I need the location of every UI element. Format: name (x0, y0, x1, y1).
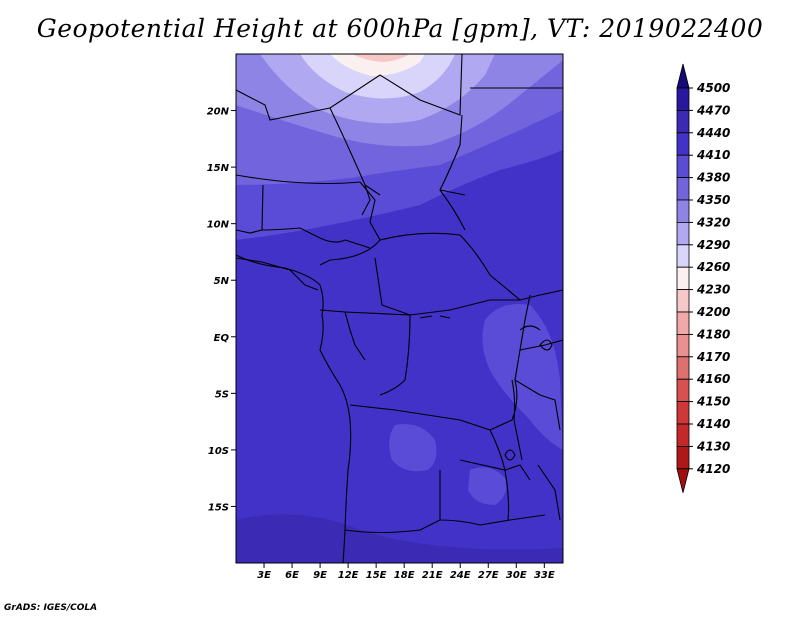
field-4380-angola (389, 424, 437, 472)
lat-tick-label: 15N (207, 163, 230, 174)
lat-tick-label: EQ (214, 333, 230, 344)
lon-tick-label: 6E (285, 570, 299, 581)
map-title: Geopotential Height at 600hPa [gpm], VT:… (36, 14, 764, 43)
field-4200 (352, 54, 410, 62)
colorbar-label: 4230 (696, 283, 730, 297)
field-4230 (330, 54, 425, 76)
field-4440-south (236, 514, 563, 563)
lon-tick-label: 21E (422, 570, 443, 581)
colorbar-top-arrow (676, 63, 690, 89)
colorbar-swatch (676, 110, 690, 134)
colorbar-label: 4160 (696, 372, 730, 386)
colorbar-label: 4410 (696, 148, 730, 162)
lat-tick-label: 5N (214, 276, 230, 287)
colorbar-swatch (676, 221, 690, 246)
colorbar-swatch (676, 177, 690, 201)
plot-area (236, 54, 563, 563)
field-4380-zambia (468, 467, 507, 505)
lat-tick-label: 10N (207, 220, 230, 231)
lon-tick-label: 33E (534, 570, 555, 581)
lon-tick-label: 12E (338, 570, 359, 581)
grads-credit: GrADS: IGES/COLA (4, 603, 98, 613)
colorbar-label: 4200 (696, 305, 730, 319)
colorbar-label: 4440 (696, 126, 730, 140)
longitude-axis: 3E 6E 9E 12E 15E 18E 21E 24E 27E 30E 33E (257, 563, 555, 581)
field-4380-east (482, 304, 563, 450)
colorbar-swatch (676, 333, 690, 358)
lat-tick-label: 20N (207, 107, 230, 118)
lat-tick-label: 5S (215, 389, 229, 400)
colorbar-swatch (676, 132, 690, 156)
colorbar-swatch (676, 423, 690, 447)
lon-tick-label: 18E (394, 570, 415, 581)
colorbar-label: 4170 (696, 350, 730, 364)
colorbar-label: 4180 (696, 327, 730, 341)
colorbar-swatch (676, 378, 690, 403)
colorbar: 4500 4470 4440 4410 4380 4350 4320 4290 4260 4230… (676, 63, 730, 493)
colorbar-label: 4150 (696, 395, 730, 409)
lon-tick-label: 15E (366, 570, 387, 581)
colorbar-swatch (676, 266, 690, 291)
colorbar-swatch (676, 199, 690, 223)
colorbar-label: 4120 (696, 462, 730, 476)
plot-frame (235, 53, 564, 564)
colorbar-label: 4470 (696, 103, 730, 117)
colorbar-swatch (676, 289, 690, 313)
colorbar-label: 4380 (696, 171, 730, 185)
colorbar-label: 4320 (696, 215, 730, 229)
colorbar-label: 4260 (696, 260, 730, 274)
colorbar-label: 4350 (696, 193, 730, 207)
lon-tick-label: 3E (257, 570, 271, 581)
colorbar-swatch (676, 311, 690, 335)
colorbar-swatch (676, 154, 690, 178)
lat-tick-label: 15S (208, 502, 229, 513)
latitude-axis: 20N 15N 10N 5N EQ 5S 10S 15S (207, 107, 236, 513)
field-4380-west (240, 197, 350, 228)
lat-tick-label: 10S (208, 446, 229, 457)
colorbar-swatch (676, 401, 690, 425)
colorbar-label: 4290 (696, 238, 730, 252)
lon-tick-label: 24E (450, 570, 471, 581)
boundaries (236, 54, 563, 563)
colorbar-label: 4130 (696, 439, 730, 453)
colorbar-label: 4500 (696, 81, 730, 95)
lon-tick-label: 27E (478, 570, 499, 581)
lon-tick-label: 30E (506, 570, 527, 581)
colorbar-label: 4140 (696, 417, 730, 431)
lon-tick-label: 9E (313, 570, 327, 581)
colorbar-swatch (676, 87, 690, 111)
colorbar-swatch (676, 244, 690, 268)
colorbar-bottom-arrow (676, 468, 690, 493)
colorbar-swatch (676, 445, 690, 470)
colorbar-swatch (676, 356, 690, 380)
